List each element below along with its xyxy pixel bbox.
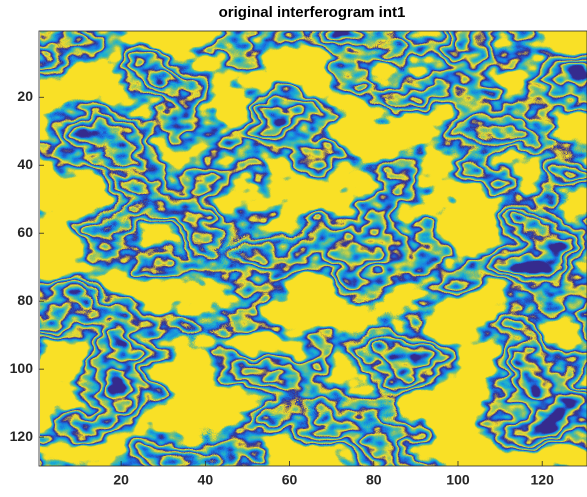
chart: original interferogram int1 20 40 60 80 100 1… <box>0 0 587 492</box>
y-tick-label: 60 <box>17 224 33 240</box>
x-tick-label: 120 <box>531 472 555 488</box>
plot-area <box>40 31 587 466</box>
x-tick-label: 100 <box>446 472 470 488</box>
x-tick-label: 60 <box>282 472 298 488</box>
y-tick-label: 20 <box>17 88 33 104</box>
x-tick-label: 80 <box>366 472 382 488</box>
y-tick-label: 40 <box>17 156 33 172</box>
y-tick-label: 120 <box>10 428 34 444</box>
y-tick-label: 80 <box>17 292 33 308</box>
chart-title: original interferogram int1 <box>219 4 406 21</box>
y-tick-label: 100 <box>10 360 34 376</box>
interferogram-image <box>40 31 587 466</box>
x-tick-label: 20 <box>113 472 129 488</box>
x-tick-label: 40 <box>198 472 214 488</box>
